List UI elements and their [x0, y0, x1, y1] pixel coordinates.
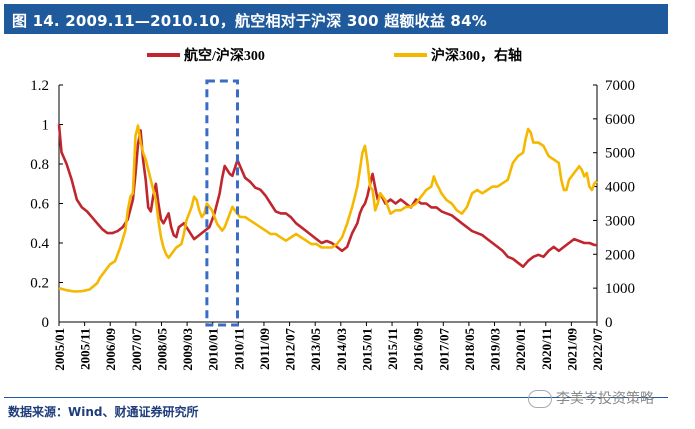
left-y-tick-label: 0.8	[30, 157, 49, 173]
x-tick-label: 2011/09	[257, 328, 272, 370]
wechat-icon	[528, 390, 552, 408]
legend-label-csi300: 沪深300，右轴	[431, 47, 522, 64]
series-line-airline-ratio	[57, 124, 597, 268]
x-tick-label: 2020/01	[513, 328, 528, 371]
x-tick-label: 2021/09	[564, 328, 579, 371]
x-tick-label: 2007/07	[129, 328, 144, 371]
highlight-period-box	[205, 79, 239, 327]
x-tick-label: 2005/11	[78, 328, 93, 370]
figure-title: 图 14. 2009.11—2010.10，航空相对于沪深 300 超额收益 8…	[12, 12, 487, 30]
x-tick-label: 2015/11	[385, 328, 400, 370]
x-tick-label: 2016/09	[411, 328, 426, 371]
right-y-tick-label: 7000	[605, 78, 635, 94]
x-tick-label: 2019/03	[488, 328, 503, 371]
x-tick-label: 2015/01	[359, 328, 374, 371]
left-y-tick-label: 0.4	[30, 236, 49, 252]
left-y-tick-label: 0	[42, 315, 50, 331]
x-tick-label: 2010/01	[206, 328, 221, 371]
right-y-tick-label: 5000	[605, 146, 635, 162]
x-tick-label: 2008/05	[154, 328, 169, 371]
x-tick-label: 2017/07	[436, 328, 451, 371]
watermark: 李美岑投资策略	[528, 388, 654, 408]
series-line-csi300	[58, 124, 598, 293]
x-tick-label: 2010/11	[231, 328, 246, 370]
left-y-tick-label: 1.2	[30, 78, 49, 94]
x-tick-label: 2018/05	[462, 328, 477, 371]
x-tick-label: 2014/03	[334, 328, 349, 371]
legend-label-airline-ratio: 航空/沪深300	[184, 47, 265, 64]
right-y-tick-label: 4000	[605, 180, 635, 196]
watermark-text: 李美岑投资策略	[556, 391, 654, 407]
x-tick-label: 2005/01	[52, 328, 67, 371]
left-y-tick-label: 1	[42, 118, 50, 134]
right-y-tick-label: 6000	[605, 112, 635, 128]
figure-title-bar: 图 14. 2009.11—2010.10，航空相对于沪深 300 超额收益 8…	[4, 4, 668, 34]
x-tick-label: 2022/07	[590, 328, 605, 371]
x-tick-label: 2009/03	[180, 328, 195, 371]
right-y-tick-label: 3000	[605, 213, 635, 229]
right-y-tick-label: 1000	[605, 281, 635, 297]
right-y-tick-label: 0	[605, 315, 613, 331]
left-y-tick-label: 0.6	[30, 197, 49, 213]
x-tick-label: 2020/11	[539, 328, 554, 370]
left-y-tick-label: 0.2	[30, 276, 49, 292]
x-tick-label: 2006/09	[103, 328, 118, 371]
source-divider	[4, 397, 668, 398]
right-y-tick-label: 2000	[605, 247, 635, 263]
x-tick-label: 2012/07	[283, 328, 298, 371]
x-tick-label: 2013/05	[308, 328, 323, 371]
data-source-note: 数据来源：Wind、财通证券研究所	[8, 405, 199, 419]
